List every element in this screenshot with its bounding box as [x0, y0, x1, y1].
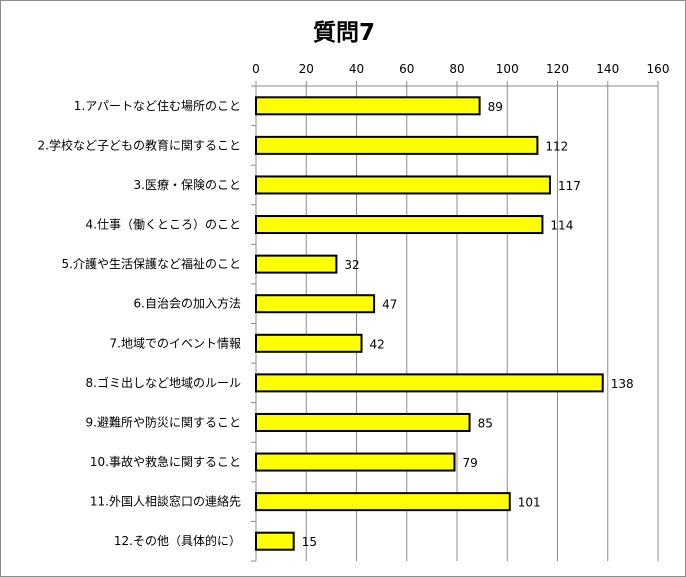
category-label: 9.避難所や防災に関すること: [86, 414, 241, 429]
bar-9: [255, 412, 471, 432]
bar-11: [255, 492, 511, 512]
x-tick-label: 20: [299, 62, 314, 76]
x-tick-label: 140: [596, 62, 619, 76]
x-tick-label: 120: [546, 62, 569, 76]
bar-5: [255, 254, 338, 274]
x-tick-label: 100: [496, 62, 519, 76]
category-label: 1.アパートなど住む場所のこと: [74, 99, 241, 113]
data-label: 42: [370, 337, 385, 351]
bar-2: [255, 135, 539, 155]
x-tick-label: 40: [349, 62, 364, 76]
x-tick-label: 80: [449, 62, 464, 76]
bar-7: [255, 333, 363, 353]
data-label: 32: [344, 258, 359, 272]
data-label: 101: [518, 496, 541, 510]
category-label: 11.外国人相談窓口の連絡先: [90, 494, 241, 509]
category-label: 10.事故や救急に関すること: [90, 454, 241, 469]
data-label: 138: [611, 377, 634, 391]
data-label: 47: [382, 298, 397, 312]
category-label: 3.医療・保険のこと: [134, 178, 241, 192]
category-label: 4.仕事（働くところ）のこと: [86, 218, 241, 232]
bar-10: [255, 452, 456, 472]
x-tick-label: 60: [399, 62, 414, 76]
bar-1: [255, 96, 481, 116]
bar-8: [255, 373, 604, 393]
data-label: 79: [462, 456, 477, 470]
data-label: 15: [302, 535, 317, 549]
data-label: 112: [545, 139, 568, 153]
category-label: 5.介護や生活保護など福祉のこと: [62, 256, 241, 271]
data-label: 85: [478, 416, 493, 430]
category-label: 2.学校など子どもの教育に関すること: [38, 137, 241, 152]
category-label: 7.地域でのイベント情報: [110, 336, 241, 350]
category-label: 6.自治会の加入方法: [134, 296, 241, 311]
bar-12: [255, 531, 295, 551]
bar-6: [255, 294, 376, 314]
chart-title: 質問7: [312, 20, 375, 46]
category-label: 8.ゴミ出しなど地域のルール: [86, 375, 241, 390]
bar-4: [255, 215, 544, 235]
bar-3: [255, 175, 551, 195]
data-label: 117: [558, 179, 581, 193]
data-label: 114: [550, 219, 573, 233]
data-label: 89: [488, 100, 503, 114]
category-label: 12.その他（具体的に）: [114, 533, 241, 548]
x-tick-label: 160: [647, 62, 670, 76]
x-tick-label: 0: [252, 62, 260, 76]
